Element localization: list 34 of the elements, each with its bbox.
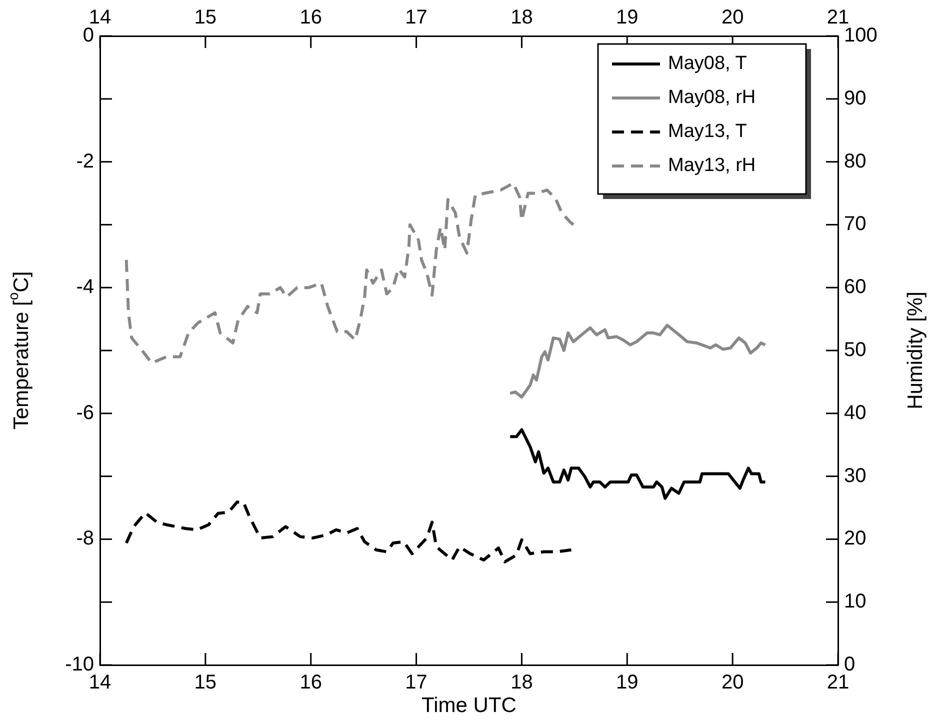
y-tick-label: -8 bbox=[76, 528, 94, 550]
legend-label: May08, T bbox=[668, 53, 748, 74]
x-tick-label: 16 bbox=[300, 672, 322, 694]
y2-tick-label: 60 bbox=[844, 276, 866, 298]
x-tick-label: 19 bbox=[616, 672, 638, 694]
x2-tick-label: 18 bbox=[510, 6, 533, 29]
x2-tick-label: 19 bbox=[616, 6, 638, 29]
y2-tick-label: 80 bbox=[844, 150, 866, 172]
x-tick-label: 17 bbox=[405, 672, 428, 694]
x-tick-label: 18 bbox=[510, 672, 533, 694]
legend-label: May08, rH bbox=[668, 87, 756, 108]
x2-tick-label: 15 bbox=[194, 6, 217, 29]
line-series bbox=[124, 500, 573, 564]
y2-axis-title: Humidity [%] bbox=[904, 292, 927, 410]
y2-tick-label: 70 bbox=[844, 213, 866, 236]
y-tick-label: -6 bbox=[76, 402, 94, 424]
y2-tick-label: 20 bbox=[844, 528, 866, 550]
x2-tick-label: 16 bbox=[300, 6, 322, 29]
line-series bbox=[124, 182, 575, 365]
x-tick-label: 20 bbox=[721, 672, 744, 694]
legend-label: May13, T bbox=[668, 121, 748, 142]
y-tick-label: -2 bbox=[76, 150, 94, 172]
x2-tick-label: 17 bbox=[405, 6, 428, 29]
y-axis-title: Temperature [oC] bbox=[4, 271, 33, 430]
x2-tick-label: 20 bbox=[721, 6, 744, 29]
y2-tick-label: 90 bbox=[844, 87, 866, 110]
y-tick-label: -4 bbox=[76, 276, 94, 298]
y2-tick-label: 40 bbox=[844, 402, 866, 424]
x-axis-title: Time UTC bbox=[422, 694, 516, 717]
legend-label: May13, rH bbox=[668, 155, 756, 176]
x-tick-label: 15 bbox=[194, 672, 217, 694]
y2-tick-label: 10 bbox=[844, 590, 866, 613]
y2-tick-label: 30 bbox=[844, 464, 866, 487]
y2-tick-label: 50 bbox=[844, 339, 866, 362]
